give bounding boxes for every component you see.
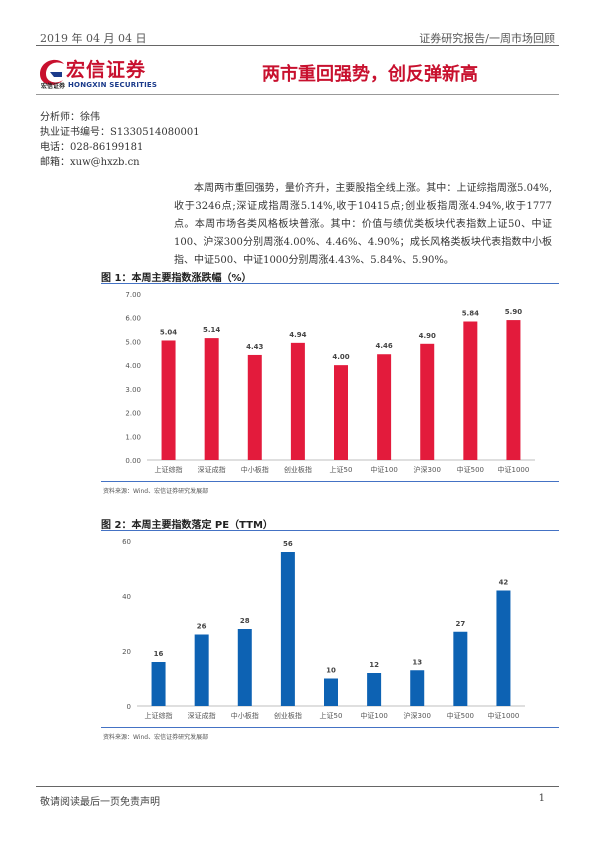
logo-mark-icon [40, 59, 64, 85]
bar [204, 338, 219, 460]
data-label: 26 [197, 623, 207, 631]
report-date: 2019 年 04 月 04 日 [40, 32, 147, 45]
phone-number: 电话：028-86199181 [40, 142, 144, 153]
y-tick-label: 7.00 [125, 291, 141, 299]
bar [334, 365, 348, 460]
page-number: 1 [538, 793, 545, 804]
y-tick-label: 5.00 [125, 338, 141, 346]
data-label: 4.00 [332, 353, 349, 361]
bar [161, 340, 176, 460]
analyst-name: 分析师：徐伟 [40, 112, 100, 123]
footer-divider [36, 786, 559, 787]
bar [496, 590, 511, 706]
data-label: 5.84 [462, 310, 479, 318]
figure-1-title: 图 1：本周主要指数涨跌幅（%） [101, 273, 252, 284]
bar [280, 552, 295, 706]
y-tick-label: 1.00 [125, 433, 141, 441]
figure-2-top-rule [101, 530, 559, 531]
figure-1-chart: 0.00 1.00 2.00 3.00 4.00 5.00 6.00 7.00 5.04 上证综指… [125, 291, 535, 474]
x-tick-label: 中证1000 [498, 465, 530, 474]
x-tick-label: 深证成指 [198, 465, 226, 474]
data-label: 42 [499, 579, 509, 587]
bar [377, 354, 392, 460]
data-label: 12 [369, 661, 379, 669]
x-tick-label: 创业板指 [284, 465, 312, 474]
title-divider [36, 94, 559, 95]
figure-2-source: 资料来源：Wind、宏信证券研究发展部 [103, 734, 209, 741]
bar [453, 631, 468, 706]
disclaimer-notice[interactable]: 敬请阅读最后一页免责声明 [40, 797, 160, 808]
data-label: 5.90 [505, 308, 522, 316]
logo-name: 宏信证券 [66, 59, 147, 81]
y-tick-label: 2.00 [125, 410, 141, 418]
y-tick-label: 4.00 [125, 362, 141, 370]
y-tick-label: 40 [122, 593, 131, 601]
y-tick-label: 0 [127, 703, 131, 711]
x-tick-label: 中小板指 [241, 465, 269, 474]
bar [367, 673, 382, 706]
bar [463, 321, 478, 460]
data-label: 56 [283, 540, 293, 548]
data-label: 10 [326, 667, 336, 675]
figure-2-title: 图 2：本周主要指数落定 PE（TTM） [101, 520, 273, 531]
bar [324, 678, 338, 706]
figure-2-chart: 0 20 40 60 16 上证综指 26 深证成指 28 中小板指 56 创业板指 10 上证50 12 中… [122, 538, 525, 720]
data-label: 28 [240, 617, 250, 625]
bar [290, 342, 305, 460]
x-tick-label: 中证1000 [488, 711, 520, 720]
x-tick-label: 上证综指 [145, 711, 173, 720]
x-tick-label: 中小板指 [231, 711, 259, 720]
x-tick-label: 中证500 [447, 711, 474, 720]
bar [410, 670, 425, 706]
bar [151, 662, 166, 706]
report-title: 两市重回强势，创反弹新高 [262, 64, 478, 85]
company-logo [40, 59, 64, 85]
y-tick-label: 0.00 [125, 457, 141, 465]
license-number: 执业证书编号：S1330514080001 [40, 127, 200, 138]
data-label: 4.90 [419, 332, 436, 340]
bar [247, 354, 262, 460]
y-tick-label: 60 [122, 538, 131, 546]
bar [237, 629, 252, 706]
summary-paragraph: 本周两市重回强势，量价齐升，主要股指全线上涨。其中：上证综指周涨5.04%,收于… [174, 183, 552, 266]
bar [194, 634, 209, 706]
email-address[interactable]: 邮箱：xuw@hxzb.cn [40, 157, 140, 168]
data-label: 16 [154, 650, 164, 658]
x-tick-label: 上证综指 [155, 465, 183, 474]
figure-1-top-rule [101, 283, 559, 284]
x-tick-label: 沪深300 [404, 711, 431, 720]
x-tick-label: 上证50 [330, 465, 353, 474]
x-tick-label: 深证成指 [188, 711, 216, 720]
report-category: 证券研究报告/一周市场回顾 [419, 32, 555, 45]
bar [420, 343, 435, 460]
x-tick-label: 上证50 [320, 711, 343, 720]
x-tick-label: 沪深300 [414, 465, 441, 474]
x-tick-label: 创业板指 [274, 711, 302, 720]
data-label: 5.14 [203, 326, 220, 334]
figure-1-source: 资料来源：Wind、宏信证券研究发展部 [103, 488, 209, 495]
y-tick-label: 3.00 [125, 386, 141, 394]
figure-2-bottom-rule [101, 727, 559, 728]
logo-sub-cn: 宏信证券 [41, 83, 66, 90]
data-label: 5.04 [160, 328, 177, 336]
logo-sub-en: HONGXIN SECURITIES [68, 81, 158, 89]
data-label: 4.43 [246, 343, 263, 351]
figure-1-bottom-rule [101, 481, 559, 482]
y-tick-label: 20 [122, 648, 131, 656]
data-label: 13 [412, 658, 422, 666]
data-label: 4.46 [375, 342, 392, 350]
data-label: 27 [455, 620, 465, 628]
data-label: 4.94 [289, 331, 306, 339]
bar [506, 320, 521, 460]
x-tick-label: 中证500 [457, 465, 484, 474]
x-tick-label: 中证100 [360, 711, 387, 720]
y-tick-label: 6.00 [125, 315, 141, 323]
header-divider [36, 45, 559, 46]
x-tick-label: 中证100 [370, 465, 397, 474]
